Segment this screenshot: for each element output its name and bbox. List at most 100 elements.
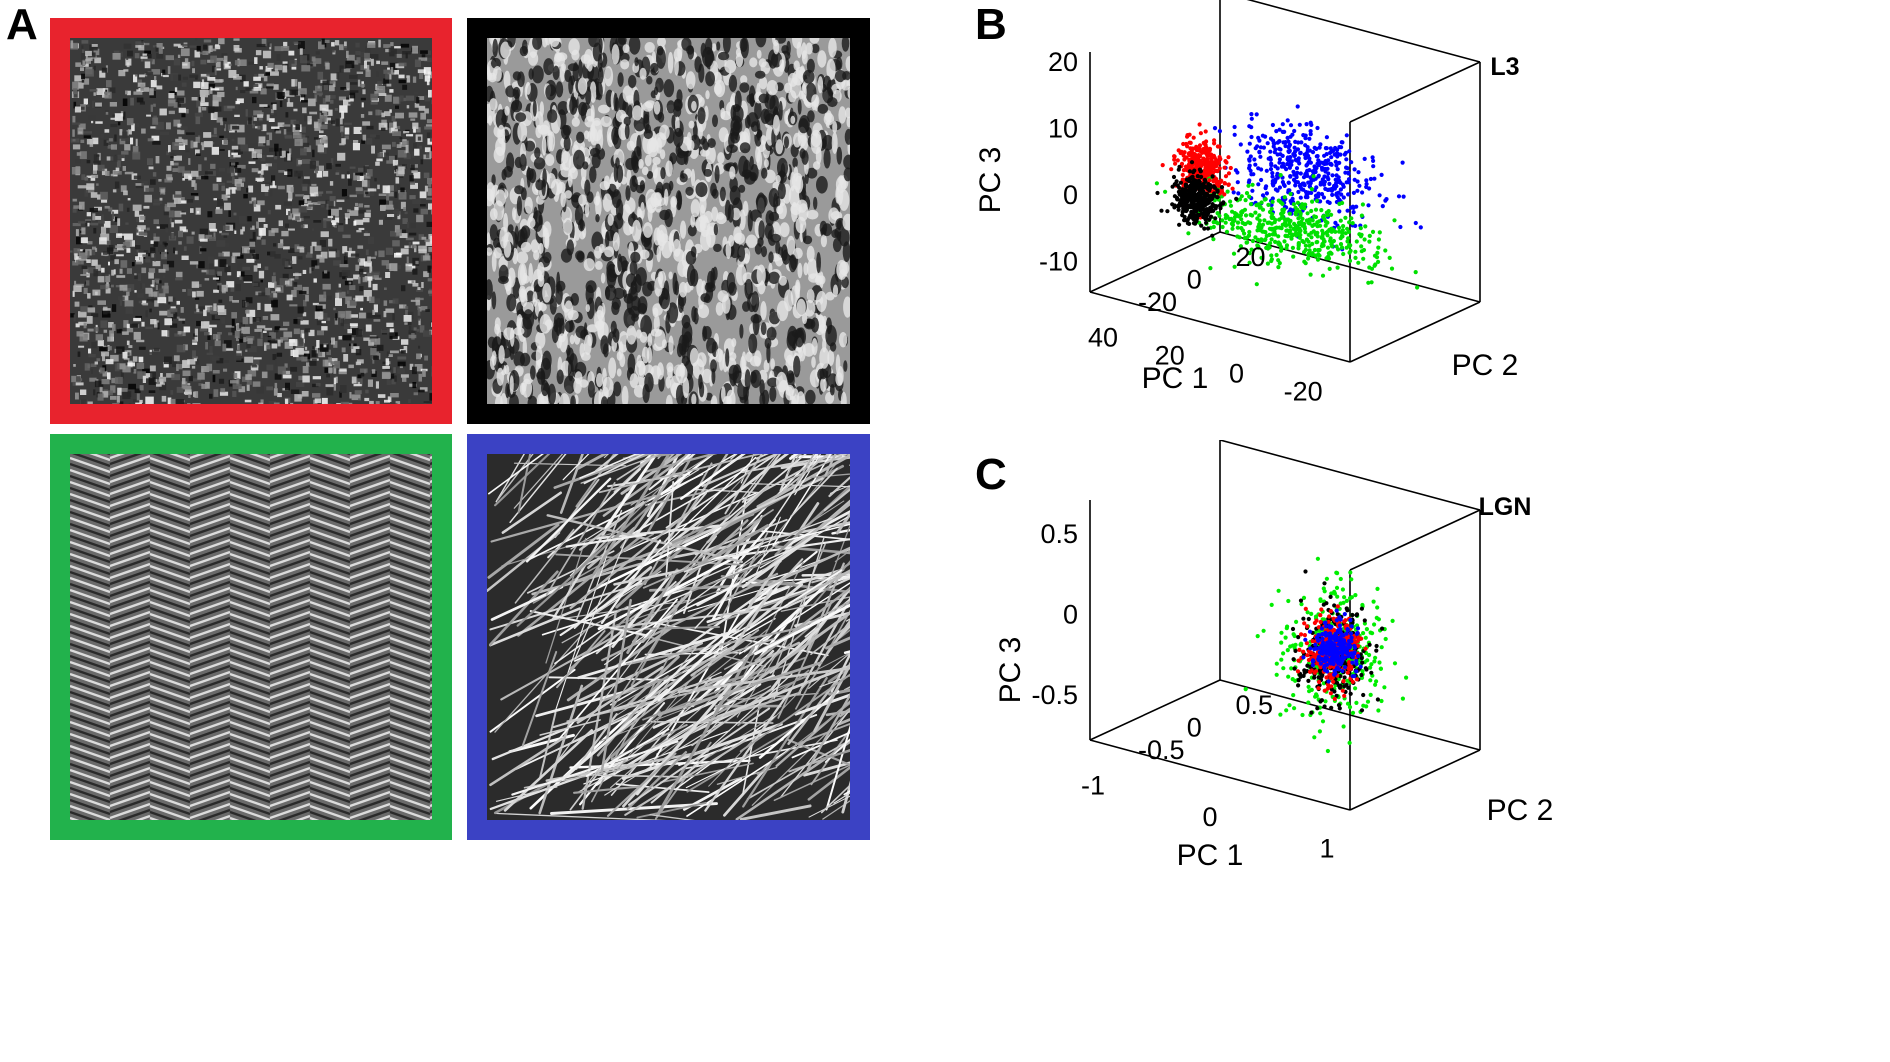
data-point <box>1191 170 1196 175</box>
data-point <box>1224 229 1230 234</box>
data-point <box>1314 165 1319 171</box>
data-point <box>1287 143 1292 148</box>
data-point <box>1287 148 1292 153</box>
data-point <box>1299 140 1304 145</box>
data-point <box>1214 163 1219 168</box>
data-point <box>1338 674 1343 679</box>
data-point <box>1346 685 1351 690</box>
data-point <box>1272 230 1277 235</box>
data-point <box>1223 159 1228 164</box>
data-point <box>1315 257 1321 262</box>
y-tick-label: -0.5 <box>1138 735 1185 765</box>
data-point <box>1328 609 1333 614</box>
data-point <box>1413 270 1418 275</box>
data-point <box>1154 181 1159 186</box>
data-point <box>1248 202 1254 207</box>
data-point <box>1352 645 1358 650</box>
data-point <box>1353 249 1358 254</box>
data-point <box>1325 166 1330 171</box>
data-point <box>1322 153 1327 158</box>
data-point <box>1351 210 1356 215</box>
data-point <box>1325 748 1330 754</box>
data-point <box>1209 156 1214 161</box>
data-point <box>1271 138 1276 143</box>
data-point <box>1210 202 1215 207</box>
data-point <box>1304 151 1309 156</box>
data-point <box>1314 146 1319 151</box>
data-point <box>1284 228 1289 233</box>
data-point <box>1342 595 1347 600</box>
data-point <box>1307 136 1312 141</box>
data-point <box>1232 264 1237 269</box>
data-point <box>1212 185 1217 190</box>
data-point <box>1255 634 1260 639</box>
data-point <box>1256 245 1261 250</box>
data-point <box>1310 223 1315 228</box>
data-point <box>1280 180 1285 185</box>
data-point <box>1361 703 1366 708</box>
data-point <box>1335 265 1340 270</box>
data-point <box>1400 160 1405 165</box>
data-point <box>1362 156 1367 161</box>
data-point <box>1279 630 1284 635</box>
data-point <box>1327 266 1332 271</box>
data-point <box>1232 132 1237 137</box>
data-point <box>1288 644 1293 649</box>
data-point <box>1349 624 1354 629</box>
data-point <box>1273 177 1278 182</box>
data-point <box>1226 171 1232 176</box>
data-point <box>1203 129 1208 134</box>
data-point <box>1188 204 1193 209</box>
data-point <box>1325 669 1330 674</box>
data-point <box>1181 198 1186 203</box>
data-point <box>1285 118 1290 123</box>
data-point <box>1277 185 1282 190</box>
data-point <box>1217 155 1222 160</box>
y-axis-label: PC 2 <box>1452 349 1519 382</box>
data-point <box>1350 679 1355 684</box>
data-point <box>1318 661 1323 666</box>
data-point <box>1222 165 1227 170</box>
data-point <box>1312 247 1317 253</box>
data-point <box>1398 224 1403 230</box>
data-point <box>1177 222 1182 227</box>
data-point <box>1298 642 1303 647</box>
data-point <box>1342 152 1347 157</box>
data-point <box>1317 219 1322 224</box>
data-point <box>1341 724 1346 729</box>
data-point <box>1336 658 1341 663</box>
data-point <box>1361 256 1366 261</box>
x-tick-label: 1 <box>1319 834 1334 864</box>
plot-title: L3 <box>1490 53 1519 81</box>
data-point <box>1340 668 1345 674</box>
data-point <box>1181 141 1186 147</box>
data-point <box>1283 635 1288 640</box>
data-point <box>1217 144 1222 149</box>
data-point <box>1285 648 1290 653</box>
data-point <box>1300 216 1305 221</box>
data-point <box>1228 199 1233 204</box>
data-point <box>1326 171 1331 176</box>
data-point <box>1356 260 1361 265</box>
data-point <box>1378 666 1383 671</box>
data-point <box>1291 693 1296 698</box>
data-point <box>1382 685 1387 690</box>
data-point <box>1249 172 1254 177</box>
data-point <box>1247 141 1252 146</box>
x-tick-label: 20 <box>1155 341 1185 371</box>
data-point <box>1279 211 1284 216</box>
data-point <box>1341 184 1346 189</box>
data-point <box>1305 610 1310 615</box>
data-point <box>1253 235 1258 240</box>
data-point <box>1198 169 1203 174</box>
data-point <box>1319 192 1325 197</box>
data-point <box>1276 265 1281 270</box>
data-point <box>1345 166 1350 171</box>
data-point <box>1323 219 1328 224</box>
data-point <box>1320 273 1326 278</box>
series-3 <box>1155 160 1239 238</box>
data-point <box>1322 620 1327 625</box>
data-point <box>1220 218 1225 223</box>
data-point <box>1326 187 1331 192</box>
data-point <box>1222 181 1227 186</box>
